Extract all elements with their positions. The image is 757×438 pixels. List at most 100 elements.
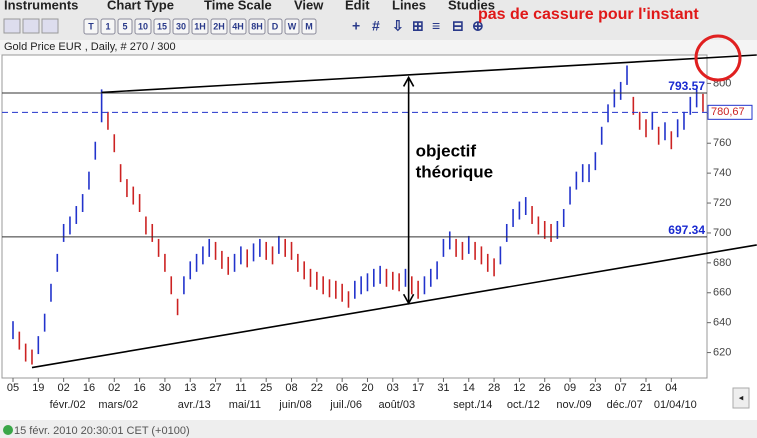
y-tick-label: 760 (713, 137, 731, 149)
ui: Instruments Chart Type Time Scale View Edit L… (3, 0, 495, 35)
y-tick-label: 700 (713, 227, 731, 239)
tool-icon[interactable]: ⊕ (472, 18, 484, 34)
x-month-label: avr./13 (178, 399, 211, 411)
toolbar-button[interactable] (191, 18, 209, 35)
chart: 620640660680700720740760780800051902févr… (2, 54, 757, 411)
tool-icon[interactable]: # (372, 18, 380, 34)
tool-icon[interactable]: ≡ (432, 18, 440, 34)
menu-item[interactable]: Time Scale (204, 0, 272, 12)
toolbar-button[interactable] (153, 18, 171, 35)
x-tick-label: 08 (285, 382, 297, 394)
x-tick-label: 22 (311, 382, 323, 394)
trendline (31, 244, 757, 369)
tool-icon[interactable]: ⊞ (412, 18, 424, 34)
menu-item[interactable]: Studies (448, 0, 495, 12)
x-month-label: nov./09 (556, 399, 591, 411)
toolbar-button[interactable] (248, 18, 266, 35)
x-tick-label: 17 (412, 382, 424, 394)
level-box (707, 104, 753, 120)
tool-icon[interactable]: ⇩ (392, 18, 404, 34)
toolbar-button[interactable] (117, 18, 133, 35)
y-tick-label: 640 (713, 317, 731, 329)
toolbar-button[interactable] (83, 18, 99, 35)
toolbar-button[interactable] (134, 18, 152, 35)
x-tick-label: 14 (463, 382, 475, 394)
x-month-label: mai/11 (229, 399, 261, 411)
toolbar-button-label: 2H (213, 21, 225, 31)
toolbar-button[interactable] (284, 18, 300, 35)
x-tick-label: 11 (235, 382, 246, 394)
toolbar-button-label: 15 (157, 21, 167, 31)
toolbar-button-label: M (305, 21, 313, 31)
y-tick-label: 620 (713, 346, 731, 358)
note: théorique (416, 162, 493, 181)
status-bar (0, 420, 757, 438)
x-tick-label: 09 (564, 382, 576, 394)
status-icon (3, 425, 13, 435)
menu-item[interactable]: Edit (345, 0, 370, 12)
x-tick-label: 31 (437, 382, 449, 394)
y-tick-label: 740 (713, 167, 731, 179)
x-tick-label: 05 (7, 382, 19, 394)
level-label: 697.34 (668, 223, 705, 237)
scroll-arrow: ◂ (739, 392, 744, 402)
arrow-head (402, 293, 415, 305)
x-month-label: 01/04/10 (654, 399, 697, 411)
toolbar-button-label: 30 (176, 21, 186, 31)
x-month-label: oct./12 (507, 399, 540, 411)
x-tick-label: 02 (58, 382, 70, 394)
toolbar-button[interactable] (301, 18, 317, 35)
x-month-label: juin/08 (278, 399, 311, 411)
scroll-button[interactable] (732, 387, 750, 409)
chart-title: Gold Price EUR , Daily, # 270 / 300 (4, 41, 176, 53)
toolbar-button-label: W (288, 21, 297, 31)
y-tick-label: 660 (713, 287, 731, 299)
tool-icon[interactable] (3, 18, 21, 34)
toolbar-button[interactable] (100, 18, 116, 35)
toolbar-button-label: 4H (232, 21, 244, 31)
toolbar-button-label: 1H (194, 21, 206, 31)
x-tick-label: 20 (361, 382, 373, 394)
tool-icon[interactable] (41, 18, 59, 34)
title-bar (0, 40, 757, 55)
note: objectif (416, 141, 477, 160)
x-tick-label: 02 (108, 382, 120, 394)
x-month-label: sept./14 (453, 399, 492, 411)
highlight-circle (694, 34, 742, 82)
menu-item[interactable]: Chart Type (107, 0, 174, 12)
toolbar-button[interactable] (229, 18, 247, 35)
annotation: pas de cassure pour l'instant (478, 6, 699, 23)
x-tick-label: 13 (184, 382, 196, 394)
x-month-label: déc./07 (607, 399, 643, 411)
toolbar-button-label: T (88, 21, 94, 31)
x-tick-label: 25 (260, 382, 272, 394)
chart-panel (1, 54, 708, 379)
arrow-head (402, 75, 415, 87)
menu-item[interactable]: View (294, 0, 324, 12)
menu-item[interactable]: Lines (392, 0, 426, 12)
x-tick-label: 06 (336, 382, 348, 394)
x-tick-label: 19 (32, 382, 44, 394)
tool-icon[interactable]: ⊟ (452, 18, 464, 34)
level-label: 780,67 (711, 106, 745, 118)
x-tick-label: 12 (513, 382, 525, 394)
toolbar-button[interactable] (210, 18, 228, 35)
x-tick-label: 30 (159, 382, 171, 394)
tool-icon[interactable]: + (352, 18, 360, 34)
x-tick-label: 04 (665, 382, 677, 394)
toolbar-button-label: 5 (122, 21, 127, 31)
x-tick-label: 26 (539, 382, 551, 394)
toolbar-button-label: 8H (251, 21, 263, 31)
toolbar-button-label: D (272, 21, 279, 31)
x-month-label: août/03 (378, 399, 415, 411)
x-tick-label: 03 (387, 382, 399, 394)
toolbar-button[interactable] (267, 18, 283, 35)
menu-item[interactable]: Instruments (4, 0, 78, 12)
x-month-label: févr./02 (50, 399, 86, 411)
tool-icon[interactable] (22, 18, 40, 34)
x-tick-label: 16 (133, 382, 145, 394)
y-tick-label: 720 (713, 197, 731, 209)
x-month-label: juil./06 (329, 399, 362, 411)
toolbar-button-label: 10 (138, 21, 148, 31)
toolbar-button[interactable] (172, 18, 190, 35)
